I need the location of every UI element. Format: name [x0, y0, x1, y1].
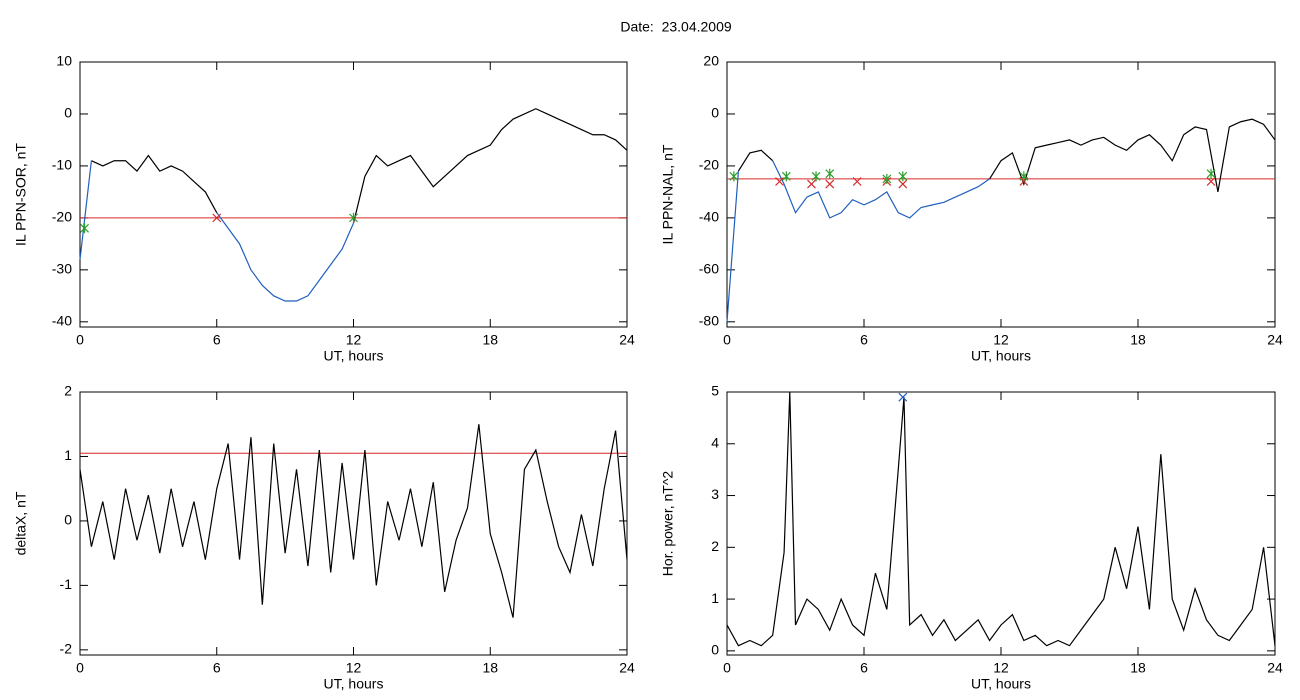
x-tick-label: 24 [1267, 332, 1283, 348]
marker [775, 177, 784, 186]
y-tick-label: 1 [64, 447, 72, 463]
x-tick-label: 12 [993, 660, 1009, 676]
data-line [726, 391, 1276, 647]
marker [852, 177, 862, 186]
x-tick-label: 12 [346, 660, 362, 676]
x-tick-label: 24 [619, 660, 635, 676]
x-tick-label: 6 [213, 332, 221, 348]
x-axis-label: UT, hours [971, 676, 1031, 692]
marker [80, 223, 89, 234]
marker [729, 171, 739, 182]
x-tick-label: 6 [860, 332, 868, 348]
y-axis-label: deltaX, nT [13, 491, 29, 555]
marker [1019, 171, 1029, 182]
data-line [737, 149, 774, 172]
y-tick-label: -20 [699, 157, 719, 173]
marker [1206, 168, 1216, 179]
y-tick-label: 10 [56, 53, 72, 69]
marker [825, 179, 835, 189]
y-axis-label: IL PPN-SOR, nT [13, 143, 29, 246]
x-tick-label: 18 [482, 660, 498, 676]
y-tick-label: 0 [711, 105, 719, 121]
marker [825, 168, 835, 179]
x-tick-label: 12 [993, 332, 1009, 348]
plot-frame [726, 61, 1276, 328]
marker [898, 392, 908, 402]
x-tick-label: 6 [213, 660, 221, 676]
y-tick-label: 0 [711, 642, 719, 658]
y-tick-label: -80 [699, 313, 719, 329]
x-tick-label: 0 [76, 660, 84, 676]
plot-frame [726, 391, 1276, 656]
y-tick-label: 1 [711, 590, 719, 606]
x-tick-label: 18 [1130, 660, 1146, 676]
plot-frame [79, 61, 628, 328]
data-line [91, 154, 218, 213]
y-axis-label: IL PPN-NAL, nT [660, 144, 676, 244]
x-axis-label: UT, hours [324, 676, 384, 692]
y-tick-label: 5 [711, 383, 719, 399]
x-tick-label: 18 [1130, 332, 1146, 348]
x-axis-label: UT, hours [971, 348, 1031, 364]
x-tick-label: 0 [723, 332, 731, 348]
marker [898, 179, 908, 189]
data-line [216, 212, 355, 302]
y-tick-label: -60 [699, 261, 719, 277]
y-tick-label: 2 [711, 538, 719, 554]
marker [882, 173, 892, 184]
marker [212, 213, 222, 223]
y-tick-label: -30 [52, 261, 72, 277]
marker [781, 171, 791, 182]
y-tick-label: 0 [64, 512, 72, 528]
x-tick-label: 0 [723, 660, 731, 676]
y-tick-label: -40 [52, 313, 72, 329]
y-tick-label: -20 [52, 209, 72, 225]
data-line [79, 160, 92, 260]
marker [807, 179, 816, 189]
data-line [989, 118, 1276, 193]
plot-frame [79, 391, 628, 656]
x-tick-label: 24 [1267, 660, 1283, 676]
y-tick-label: -1 [60, 576, 73, 592]
x-tick-label: 12 [346, 332, 362, 348]
y-tick-label: 2 [64, 383, 72, 399]
y-tick-label: -2 [60, 641, 73, 657]
x-tick-label: 18 [482, 332, 498, 348]
y-axis-label: Hor. power, nT^2 [660, 471, 676, 577]
y-tick-label: 20 [703, 53, 719, 69]
x-tick-label: 0 [76, 332, 84, 348]
data-line [352, 108, 628, 224]
y-tick-label: 3 [711, 486, 719, 502]
x-tick-label: 6 [860, 660, 868, 676]
marker [898, 171, 908, 182]
marker [811, 171, 821, 182]
data-line [726, 171, 740, 322]
x-tick-label: 24 [619, 332, 635, 348]
marker [1206, 177, 1216, 186]
x-axis-label: UT, hours [324, 348, 384, 364]
figure-title: Date: 23.04.2009 [620, 19, 732, 35]
y-tick-label: 0 [64, 105, 72, 121]
y-tick-label: -40 [699, 209, 719, 225]
data-line [772, 160, 990, 219]
y-tick-label: -10 [52, 157, 72, 173]
y-tick-label: 4 [711, 434, 719, 450]
marker [349, 212, 358, 223]
data-line [79, 424, 628, 618]
